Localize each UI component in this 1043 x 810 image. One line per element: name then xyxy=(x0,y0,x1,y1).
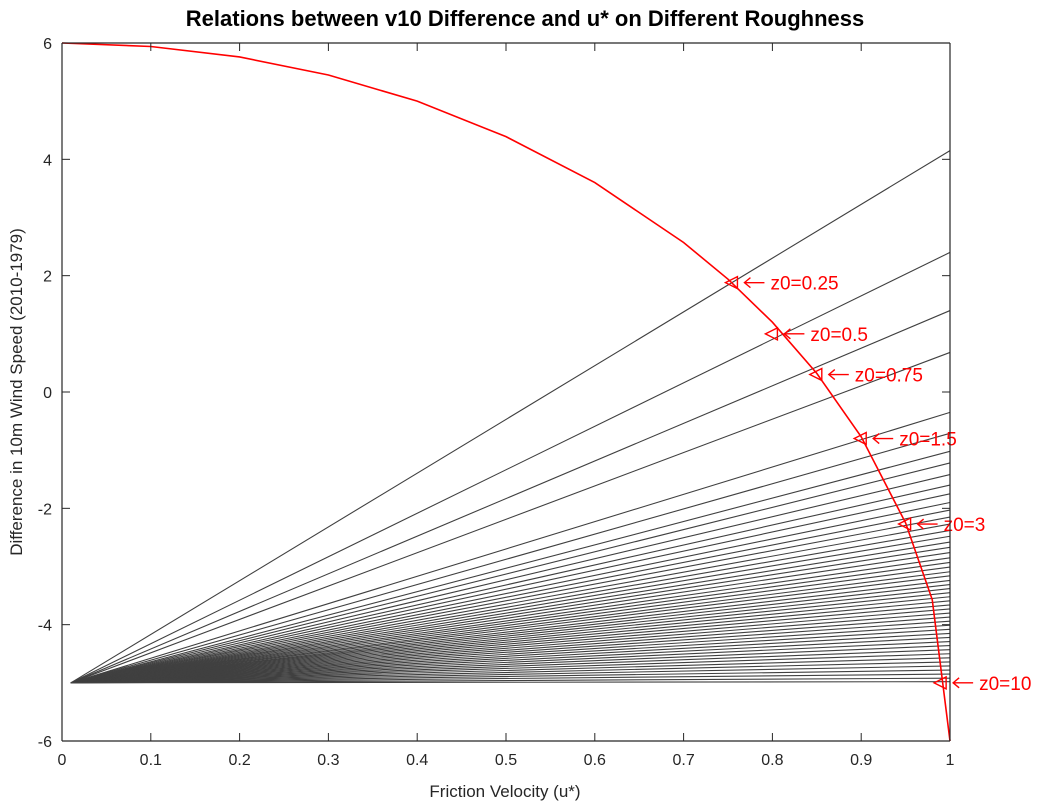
fan-line-47 xyxy=(70,669,951,684)
fan-line-24 xyxy=(70,575,951,684)
x-tick-label-3: 0.3 xyxy=(317,752,339,769)
x-tick-label-7: 0.7 xyxy=(672,752,694,769)
annotation-marker-3 xyxy=(852,431,867,446)
fan-line-14 xyxy=(70,523,951,684)
fan-line-30 xyxy=(70,600,951,684)
fan-line-32 xyxy=(70,608,951,684)
fan-line-7 xyxy=(70,462,951,684)
fan-lines xyxy=(70,150,951,684)
fan-line-42 xyxy=(70,649,951,684)
fan-line-33 xyxy=(70,612,951,684)
annotation-arrow-head-2 xyxy=(827,369,836,381)
fan-line-25 xyxy=(70,579,951,684)
fan-line-3 xyxy=(70,351,951,684)
y-tick-label-5: -4 xyxy=(38,618,52,635)
fan-line-10 xyxy=(70,493,951,684)
fan-line-4 xyxy=(70,411,951,684)
annotation-marker-0 xyxy=(723,275,739,290)
fan-line-35 xyxy=(70,620,951,684)
fan-line-16 xyxy=(70,535,951,684)
annotations: z0=0.25 z0=0.5 z0=0.75 z0=1.5 z0=3 z0=10 xyxy=(723,274,1031,695)
fan-line-23 xyxy=(70,571,951,684)
fan-line-18 xyxy=(70,546,951,684)
fan-line-11 xyxy=(70,501,951,684)
annotation-label-2: z0=0.75 xyxy=(855,366,923,387)
annotation-marker-1 xyxy=(763,326,779,341)
x-tick-label-4: 0.4 xyxy=(406,752,428,769)
fan-line-44 xyxy=(70,657,951,684)
fan-line-40 xyxy=(70,640,951,684)
fan-line-26 xyxy=(70,583,951,684)
fan-line-0 xyxy=(70,150,951,684)
fan-line-2 xyxy=(70,310,951,684)
x-tick-label-0: 0 xyxy=(58,752,67,769)
annotation-label-4: z0=3 xyxy=(944,515,986,536)
annotation-arrow-head-4 xyxy=(916,518,925,530)
fan-line-5 xyxy=(70,432,951,684)
annotation-arrow-head-5 xyxy=(952,677,960,689)
y-axis-label: Difference in 10m Wind Speed (2010-1979) xyxy=(7,228,26,556)
annotation-label-3: z0=1.5 xyxy=(899,430,957,451)
fan-line-9 xyxy=(70,484,951,684)
fan-line-12 xyxy=(70,509,951,684)
axes: 0 0.1 0.2 0.3 0.4 0.5 0.6 0.7 0.8 0.9 1 6 4 2 0 -2 -4 -6 xyxy=(38,36,955,769)
fan-line-49 xyxy=(70,677,951,684)
fan-line-29 xyxy=(70,596,951,684)
annotation-arrow-head-3 xyxy=(872,432,880,445)
fan-line-21 xyxy=(70,561,951,684)
fan-line-34 xyxy=(70,616,951,684)
fan-line-19 xyxy=(70,551,951,684)
x-tick-label-9: 0.9 xyxy=(850,752,872,769)
y-tick-label-0: 6 xyxy=(43,36,52,53)
fan-line-38 xyxy=(70,632,951,684)
y-tick-label-1: 4 xyxy=(43,152,52,169)
x-tick-label-10: 1 xyxy=(946,752,955,769)
fan-line-28 xyxy=(70,592,951,684)
annotation-label-0: z0=0.25 xyxy=(770,274,838,295)
annotation-arrow-head-1 xyxy=(783,328,791,340)
y-tick-label-3: 0 xyxy=(43,385,52,402)
fan-line-37 xyxy=(70,628,951,684)
fan-line-13 xyxy=(70,516,951,684)
annotation-label-5: z0=10 xyxy=(979,674,1031,695)
fan-line-31 xyxy=(70,604,951,684)
annotation-label-1: z0=0.5 xyxy=(810,325,868,346)
fan-line-20 xyxy=(70,557,951,684)
y-tick-label-2: 2 xyxy=(43,269,52,286)
y-tick-label-4: -2 xyxy=(38,501,52,518)
fan-line-36 xyxy=(70,624,951,684)
fan-line-22 xyxy=(70,566,951,684)
fan-line-39 xyxy=(70,636,951,684)
fan-line-17 xyxy=(70,541,951,684)
fan-line-15 xyxy=(70,529,951,684)
annotation-marker-5 xyxy=(932,675,947,690)
fan-line-6 xyxy=(70,450,951,684)
x-tick-label-6: 0.6 xyxy=(584,752,606,769)
fan-line-45 xyxy=(70,661,951,684)
x-tick-label-8: 0.8 xyxy=(761,752,783,769)
fan-line-27 xyxy=(70,588,951,684)
chart-title: Relations between v10 Difference and u* … xyxy=(186,6,864,31)
annotation-arrow-head-0 xyxy=(743,277,751,289)
x-tick-label-2: 0.2 xyxy=(228,752,250,769)
fan-line-50 xyxy=(70,681,951,684)
annotation-marker-4 xyxy=(897,516,912,532)
curve-line xyxy=(61,42,951,742)
x-tick-label-5: 0.5 xyxy=(495,752,517,769)
fan-line-46 xyxy=(70,665,951,684)
fan-line-48 xyxy=(70,673,951,684)
fan-line-8 xyxy=(70,474,951,684)
annotation-marker-2 xyxy=(808,367,823,382)
x-axis-label: Friction Velocity (u*) xyxy=(429,782,580,801)
fan-line-1 xyxy=(70,251,951,684)
fan-line-43 xyxy=(70,653,951,684)
curve-layer xyxy=(61,42,951,742)
y-tick-label-6: -6 xyxy=(38,734,52,751)
fan-line-41 xyxy=(70,645,951,684)
x-tick-label-1: 0.1 xyxy=(140,752,162,769)
